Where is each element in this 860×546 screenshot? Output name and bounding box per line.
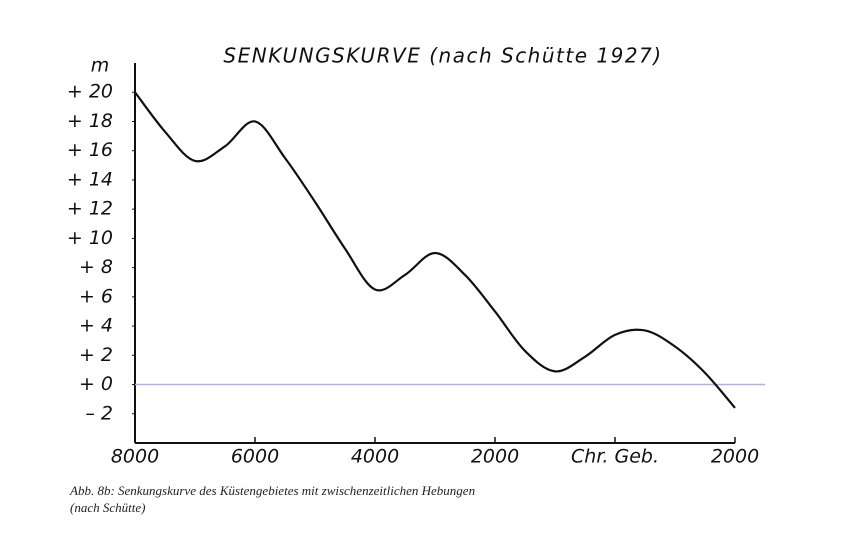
- x-tick-label: 6000: [231, 446, 279, 468]
- caption-line: Abb. 8b: Senkungskurve des Küstengebiete…: [69, 483, 475, 498]
- y-tick-label: + 18: [67, 110, 113, 132]
- y-tick-label: + 20: [67, 81, 113, 103]
- x-tick-label: 4000: [351, 446, 399, 468]
- x-tick-label: 2000: [471, 446, 519, 468]
- y-tick-label: + 12: [67, 198, 113, 220]
- y-tick-label: + 8: [79, 256, 113, 278]
- y-unit: m: [91, 55, 110, 77]
- x-tick-label: 2000: [711, 446, 759, 468]
- y-tick-label: + 10: [67, 227, 113, 249]
- y-tick-label: + 0: [79, 373, 113, 395]
- y-tick-label: + 4: [79, 315, 113, 337]
- x-tick-label: 8000: [111, 446, 159, 468]
- y-tick-label: + 16: [67, 139, 113, 161]
- y-tick-label: + 6: [79, 285, 113, 307]
- y-tick-label: + 2: [79, 344, 113, 366]
- chart-title: SENKUNGSKURVE (nach Schütte 1927): [223, 44, 662, 68]
- curve: [134, 91, 736, 409]
- y-tick-label: – 2: [85, 402, 113, 424]
- y-tick-label: + 14: [67, 168, 113, 190]
- x-tick-label: Chr. Geb.: [571, 446, 659, 468]
- caption-line: (nach Schütte): [70, 500, 145, 515]
